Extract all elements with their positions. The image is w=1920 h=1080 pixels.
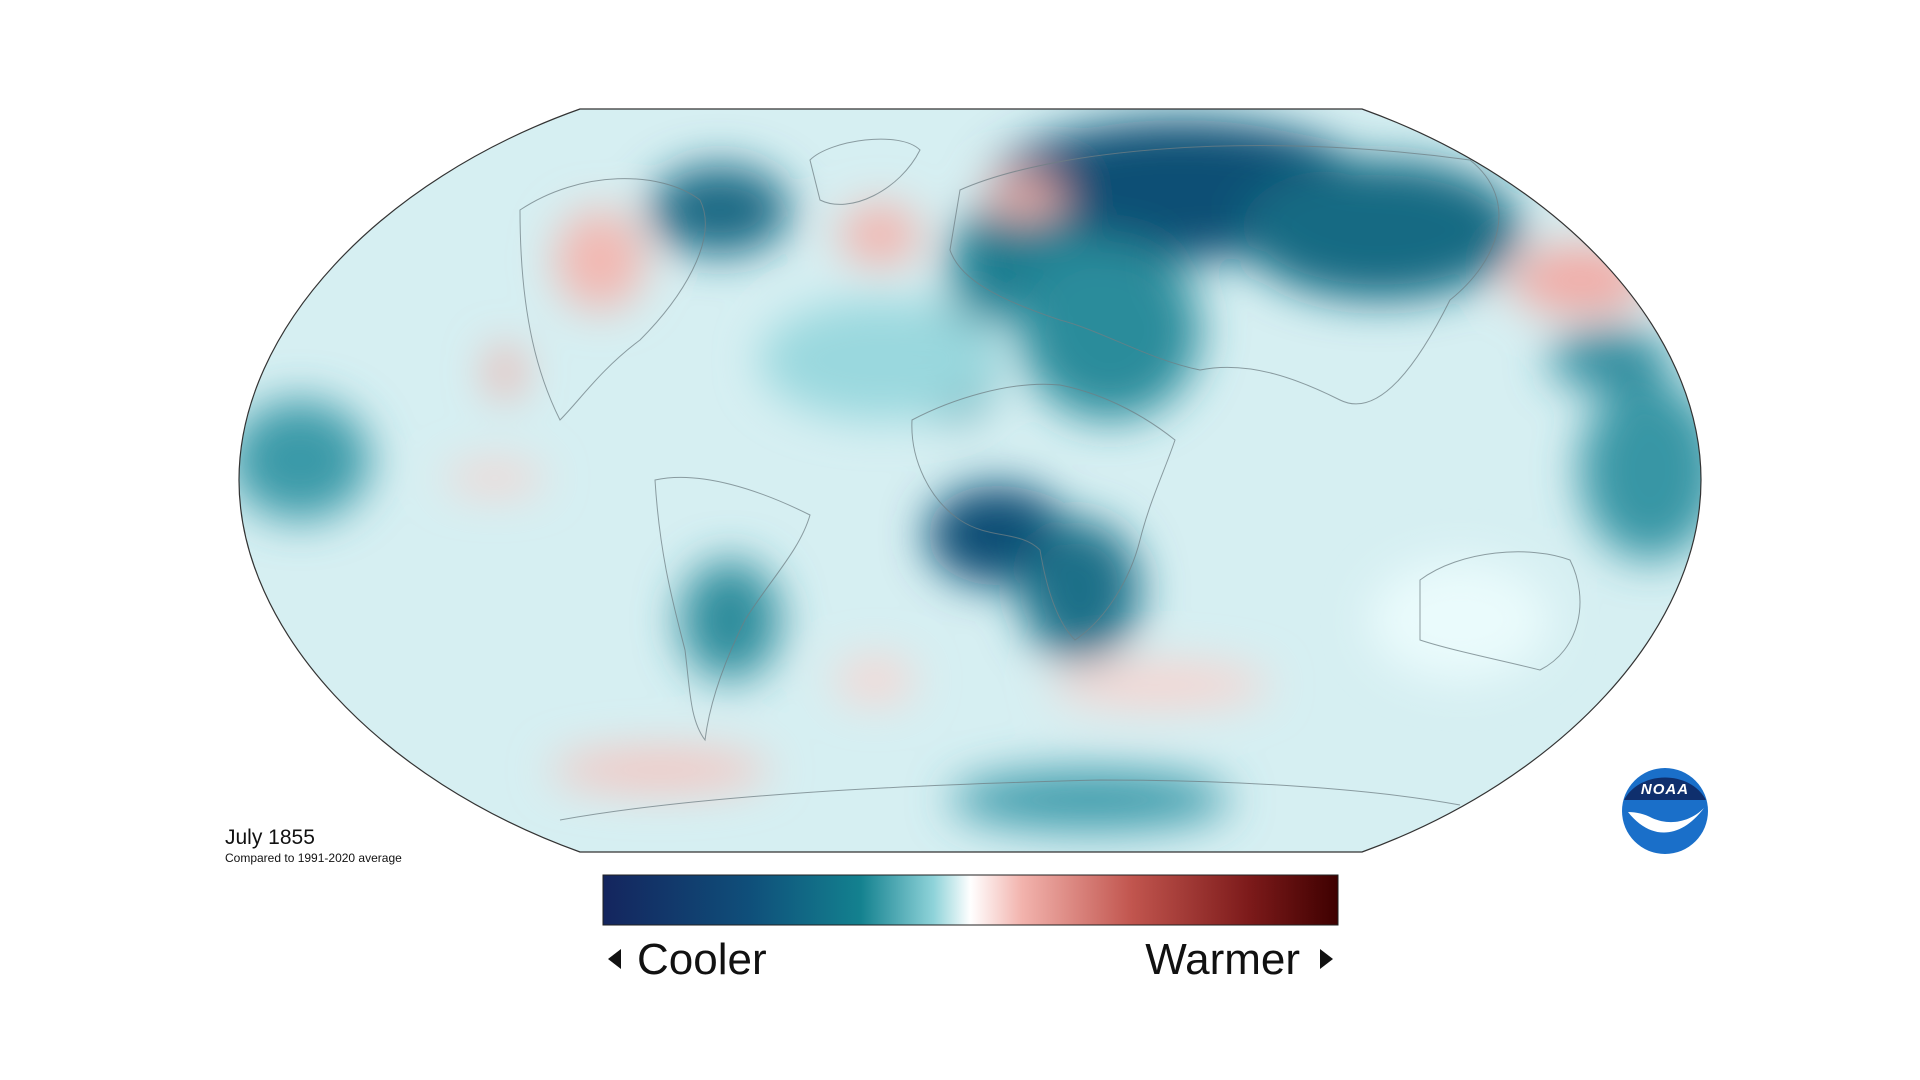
- coastline: [911, 383, 1176, 641]
- legend-low-label: Cooler: [637, 935, 767, 984]
- warm-blob: [835, 658, 915, 702]
- map-subtitle: Compared to 1991-2020 average: [225, 851, 402, 865]
- cool-blob: [1580, 380, 1701, 560]
- warm-blob: [445, 464, 545, 492]
- legend-high-label: Warmer: [1145, 935, 1300, 984]
- warm-blob: [550, 750, 770, 790]
- color-bar: [602, 874, 1339, 926]
- warm-blob: [555, 210, 645, 310]
- map-outline: [238, 108, 1702, 853]
- map-date: July 1855: [225, 826, 315, 849]
- anomaly-blobs: [239, 120, 1701, 830]
- cool-blob: [760, 300, 1000, 420]
- warm-blob: [489, 346, 521, 398]
- cool-blob: [1240, 160, 1520, 300]
- logo-bird: [1628, 808, 1704, 833]
- logo-top: [1624, 777, 1706, 800]
- noaa-logo: NOAA: [1622, 768, 1708, 854]
- warm-blob: [985, 178, 1065, 218]
- cool-blob: [680, 560, 780, 680]
- logo-text: NOAA: [1641, 781, 1689, 798]
- cool-blob: [239, 400, 370, 520]
- coastline: [559, 779, 1461, 821]
- coastline: [949, 145, 1500, 405]
- left-arrow: [608, 949, 621, 969]
- cool-blob: [1020, 520, 1140, 660]
- warm-blob: [1050, 663, 1270, 707]
- cool-blob: [1550, 330, 1670, 390]
- neutral-blob: [1370, 560, 1550, 680]
- coastline: [1419, 551, 1581, 671]
- cool-blob: [650, 165, 790, 255]
- warm-blob: [1510, 245, 1650, 315]
- coastline: [519, 178, 706, 421]
- warm-blob: [840, 205, 920, 265]
- cool-blob: [950, 770, 1230, 830]
- coastline: [654, 476, 811, 742]
- anomaly-field: [239, 109, 1701, 852]
- right-arrow: [1320, 949, 1333, 969]
- coastlines: [519, 138, 1581, 821]
- cool-blob: [1020, 240, 1200, 420]
- coastline: [809, 138, 921, 205]
